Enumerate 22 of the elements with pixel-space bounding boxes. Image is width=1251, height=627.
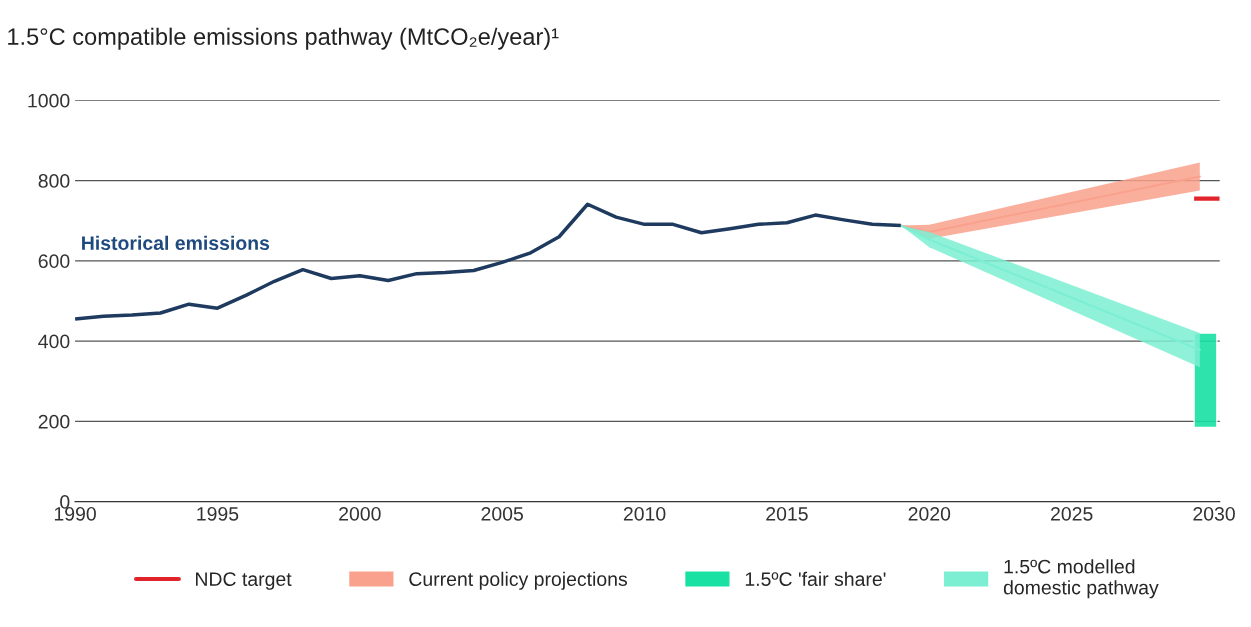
y-tick-label: 1000: [28, 93, 70, 108]
line-series: [75, 202, 903, 321]
y-tick-label: 600: [38, 254, 70, 269]
legend-label: Current policy projections: [409, 571, 628, 590]
x-tick-label: 2020: [908, 506, 951, 521]
legend-label: 1.5ºC modelled domestic pathway: [1003, 559, 1159, 599]
x-tick-label: 1995: [197, 506, 239, 521]
y-tick-label: 200: [38, 414, 70, 429]
x-tick-label: 2025: [1051, 506, 1093, 521]
annotation: Historical emissions: [82, 235, 270, 250]
y-tick-label: 0: [60, 495, 70, 509]
x-tick-label: 2010: [623, 506, 666, 521]
legend-label: NDC target: [196, 572, 292, 590]
y-tick-label: 400: [38, 334, 70, 349]
x-tick-label: 2000: [339, 506, 381, 521]
chart-title: 1.5°C compatible emissions pathway (MtCO₂e/year)¹: [8, 27, 559, 50]
x-tick-label: 2030: [1193, 506, 1235, 521]
x-tick-label: 2015: [766, 506, 808, 521]
legend-label: 1.5ºC 'fair share': [745, 571, 886, 586]
x-tick-label: 2005: [481, 506, 523, 521]
x-tick-label: 1990: [54, 506, 96, 521]
y-tick-label: 800: [38, 174, 70, 188]
